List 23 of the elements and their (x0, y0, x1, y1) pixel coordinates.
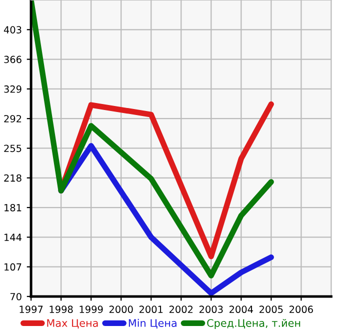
x-tick-label: 2000 (109, 306, 133, 314)
y-tick-label: 292 (4, 115, 22, 122)
y-tick-label: 107 (4, 263, 22, 271)
legend-label: Max Цена (47, 319, 98, 328)
y-tick-label: 144 (4, 234, 22, 241)
x-tick-label: 1999 (80, 306, 103, 314)
y-tick-label: 181 (4, 204, 22, 212)
legend-label: Min Цена (128, 318, 176, 328)
y-tick-label: 329 (4, 85, 22, 93)
x-tick-label: 2004 (229, 306, 253, 314)
x-tick-label: 2003 (199, 306, 223, 314)
x-tick-label: 2001 (139, 306, 163, 314)
y-tick-label: 366 (4, 56, 22, 64)
x-tick-label: 2002 (169, 306, 193, 314)
x-tick-label: 1998 (50, 306, 73, 314)
y-tick-label: 255 (4, 144, 22, 152)
x-tick-label: 2005 (260, 306, 283, 314)
y-tick-label: 218 (4, 174, 22, 182)
x-tick-label: 1997 (20, 306, 43, 314)
legend-label: Сред.Цена, т.йен (207, 318, 300, 329)
y-tick-label: 403 (4, 26, 22, 34)
y-tick-label: 70 (10, 292, 22, 300)
x-tick-label: 2006 (290, 306, 313, 314)
